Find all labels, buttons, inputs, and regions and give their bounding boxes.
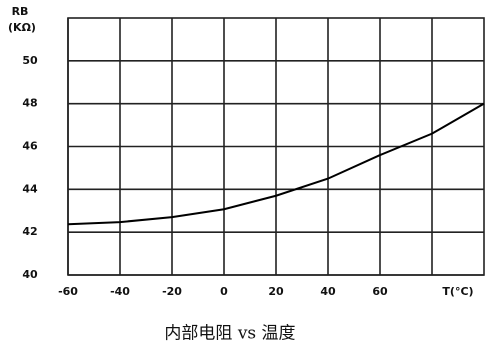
x-tick-label: -20 (162, 285, 182, 298)
x-tick-label: -60 (58, 285, 78, 298)
x-tick-label: 20 (268, 285, 284, 298)
y-tick-label: 40 (22, 268, 38, 281)
data-line (67, 102, 485, 226)
x-tick-label: 0 (220, 285, 228, 298)
x-axis-label: T(°C) (442, 285, 473, 298)
y-tick-label: 44 (22, 182, 38, 195)
y-axis-label: (KΩ) (8, 21, 36, 34)
x-tick-label: -40 (110, 285, 130, 298)
y-tick-label: 48 (22, 97, 37, 110)
x-tick-label: 40 (320, 285, 336, 298)
y-tick-label: 46 (22, 140, 38, 153)
chart-title: 内部电阻 vs 温度 (164, 324, 295, 344)
y-tick-label: 42 (22, 225, 37, 238)
x-tick-label: 60 (372, 285, 388, 298)
y-tick-label: 50 (22, 54, 38, 67)
y-axis-label: RB (12, 5, 29, 18)
